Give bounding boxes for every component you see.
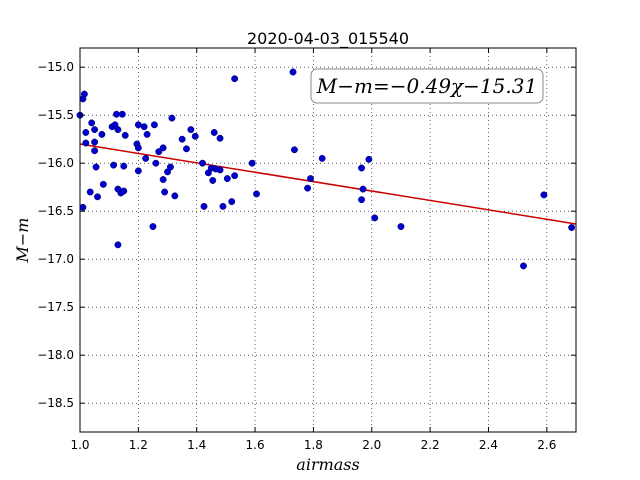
y-tick-label: −18.0 xyxy=(37,348,74,362)
data-point xyxy=(166,163,174,171)
data-point xyxy=(318,154,326,162)
y-tick-label: −15.5 xyxy=(37,108,74,122)
data-point xyxy=(209,177,217,184)
data-point xyxy=(88,119,96,127)
chart-title: 2020-04-03_015540 xyxy=(247,29,409,49)
data-point xyxy=(289,68,297,76)
data-point xyxy=(92,163,100,171)
x-tick-label: 1.8 xyxy=(304,438,323,452)
data-point xyxy=(94,193,101,201)
data-point xyxy=(199,159,206,167)
data-point xyxy=(155,148,163,156)
data-point xyxy=(113,110,120,118)
data-point xyxy=(228,198,236,206)
fit-line xyxy=(79,143,577,225)
data-point xyxy=(183,145,190,153)
data-point xyxy=(568,224,576,231)
y-tick-label: −18.5 xyxy=(37,396,74,410)
data-point xyxy=(80,90,88,98)
data-point xyxy=(143,130,151,138)
data-point xyxy=(150,121,158,129)
data-point xyxy=(171,192,179,200)
x-tick-label: 2.6 xyxy=(537,438,556,452)
data-point xyxy=(134,167,142,175)
data-point xyxy=(98,130,106,138)
data-point xyxy=(114,241,122,249)
data-point xyxy=(304,184,312,192)
x-tick-label: 1.6 xyxy=(246,438,265,452)
data-point xyxy=(152,159,160,167)
data-point xyxy=(359,185,367,193)
data-point xyxy=(86,188,94,196)
data-point xyxy=(290,146,298,154)
data-point xyxy=(307,175,314,183)
data-points xyxy=(76,68,576,270)
data-point xyxy=(114,126,122,134)
y-tick-label: −16.5 xyxy=(37,204,74,218)
data-point xyxy=(91,147,99,155)
data-point xyxy=(358,164,366,172)
data-point xyxy=(82,139,90,147)
data-point xyxy=(178,135,186,143)
data-point xyxy=(168,114,176,122)
data-point xyxy=(110,161,118,169)
axis-ticks: 1.0 1.2 1.4 1.6 1.8 2.0 2.2 2.4 2.6 −15.0 −15.5 −16… xyxy=(37,48,576,452)
y-tick-label: −17.5 xyxy=(37,300,74,314)
x-tick-label: 1.0 xyxy=(70,438,89,452)
data-point xyxy=(216,134,224,142)
data-point xyxy=(91,126,99,134)
data-point xyxy=(231,172,239,180)
data-point xyxy=(371,214,379,222)
x-tick-label: 1.4 xyxy=(187,438,206,452)
data-point xyxy=(253,190,260,198)
data-point xyxy=(358,196,366,204)
annotation-frame xyxy=(310,68,544,104)
data-point xyxy=(223,175,231,183)
y-tick-label: −16.0 xyxy=(37,156,74,170)
data-point xyxy=(118,110,126,118)
data-point xyxy=(79,203,87,211)
data-point xyxy=(120,187,128,195)
data-point xyxy=(191,132,199,140)
data-point xyxy=(200,202,208,210)
data-point xyxy=(91,138,99,146)
data-point xyxy=(520,262,527,270)
data-point xyxy=(365,155,373,163)
data-point xyxy=(159,144,167,152)
data-point xyxy=(134,121,142,129)
data-point xyxy=(142,154,150,162)
data-point xyxy=(219,202,227,210)
data-point xyxy=(82,129,90,136)
data-point xyxy=(216,166,224,174)
data-point xyxy=(248,159,256,167)
plot-frame xyxy=(79,47,577,433)
data-point xyxy=(149,223,157,231)
y-tick-label: −17.0 xyxy=(37,252,74,266)
x-tick-label: 2.0 xyxy=(362,438,381,452)
data-point xyxy=(140,123,148,131)
fit-annotation-box: M−m=−0.49χ−15.31 xyxy=(310,68,544,104)
x-tick-label: 2.4 xyxy=(479,438,498,452)
data-point xyxy=(99,180,107,188)
grid-lines xyxy=(79,48,576,432)
data-point xyxy=(210,129,218,136)
y-axis-label: M−m xyxy=(13,218,32,264)
data-point xyxy=(161,188,169,196)
data-point xyxy=(397,223,405,231)
data-point xyxy=(187,126,195,134)
data-point xyxy=(121,131,129,139)
y-tick-label: −15.0 xyxy=(37,60,74,74)
x-axis-label: airmass xyxy=(296,455,359,474)
data-point xyxy=(120,162,128,170)
data-point xyxy=(134,144,142,152)
annotation-text: M−m=−0.49χ−15.31 xyxy=(316,74,537,98)
x-tick-label: 2.2 xyxy=(421,438,440,452)
data-point xyxy=(540,191,548,199)
data-point xyxy=(231,75,239,83)
x-tick-label: 1.2 xyxy=(129,438,148,452)
data-point xyxy=(159,176,167,183)
